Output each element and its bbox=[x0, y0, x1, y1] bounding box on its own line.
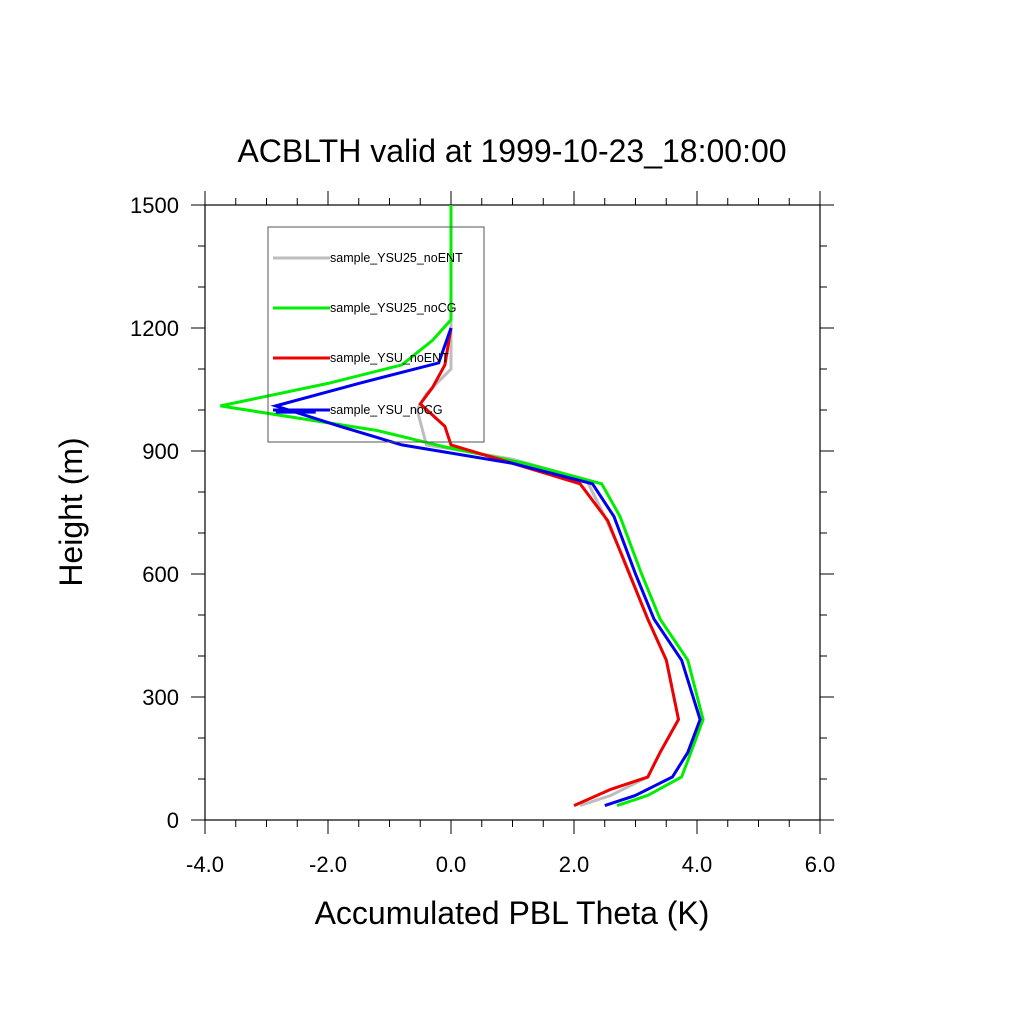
legend-label-sample-ysu-noent: sample_YSU_noENT bbox=[330, 351, 449, 365]
series-line-sample-ysu25-noent bbox=[415, 205, 681, 808]
series-layer bbox=[220, 205, 705, 808]
x-axis-label: Accumulated PBL Theta (K) bbox=[315, 895, 710, 931]
y-tick-label: 0 bbox=[167, 808, 179, 833]
chart-title: ACBLTH valid at 1999-10-23_18:00:00 bbox=[237, 133, 786, 169]
legend-box bbox=[267, 226, 485, 443]
legend-label-sample-ysu-nocg: sample_YSU_noCG bbox=[330, 403, 443, 417]
series-line-sample-ysu25-nocg bbox=[220, 205, 705, 808]
legend-label-sample-ysu25-noent: sample_YSU25_noENT bbox=[330, 251, 463, 265]
series-line-sample-ysu-noent bbox=[418, 327, 681, 807]
plot-frame bbox=[204, 204, 821, 821]
x-tick-label: -4.0 bbox=[186, 852, 224, 877]
x-tick-label: 6.0 bbox=[805, 852, 836, 877]
y-tick-label: 300 bbox=[142, 685, 179, 710]
tick-labels: -4.0 -2.0 0.0 2.0 4.0 6.0 0 300 600 900 1200 1500 bbox=[130, 193, 835, 877]
series-line-sample-ysu-nocg bbox=[270, 327, 702, 808]
axis-ticks bbox=[191, 191, 834, 834]
legend: sample_YSU25_noENT sample_YSU25_noCGsampl… bbox=[267, 226, 485, 443]
y-tick-label: 1500 bbox=[130, 193, 179, 218]
x-tick-label: 4.0 bbox=[682, 852, 713, 877]
legend-label-sample-ysu25-nocg: sample_YSU25_noCG bbox=[330, 301, 456, 315]
x-tick-label: 2.0 bbox=[559, 852, 590, 877]
y-tick-label: 900 bbox=[142, 439, 179, 464]
x-tick-label: -2.0 bbox=[309, 852, 347, 877]
x-tick-label: 0.0 bbox=[436, 852, 467, 877]
y-tick-label: 1200 bbox=[130, 316, 179, 341]
y-tick-label: 600 bbox=[142, 562, 179, 587]
y-axis-label: Height (m) bbox=[53, 437, 89, 586]
